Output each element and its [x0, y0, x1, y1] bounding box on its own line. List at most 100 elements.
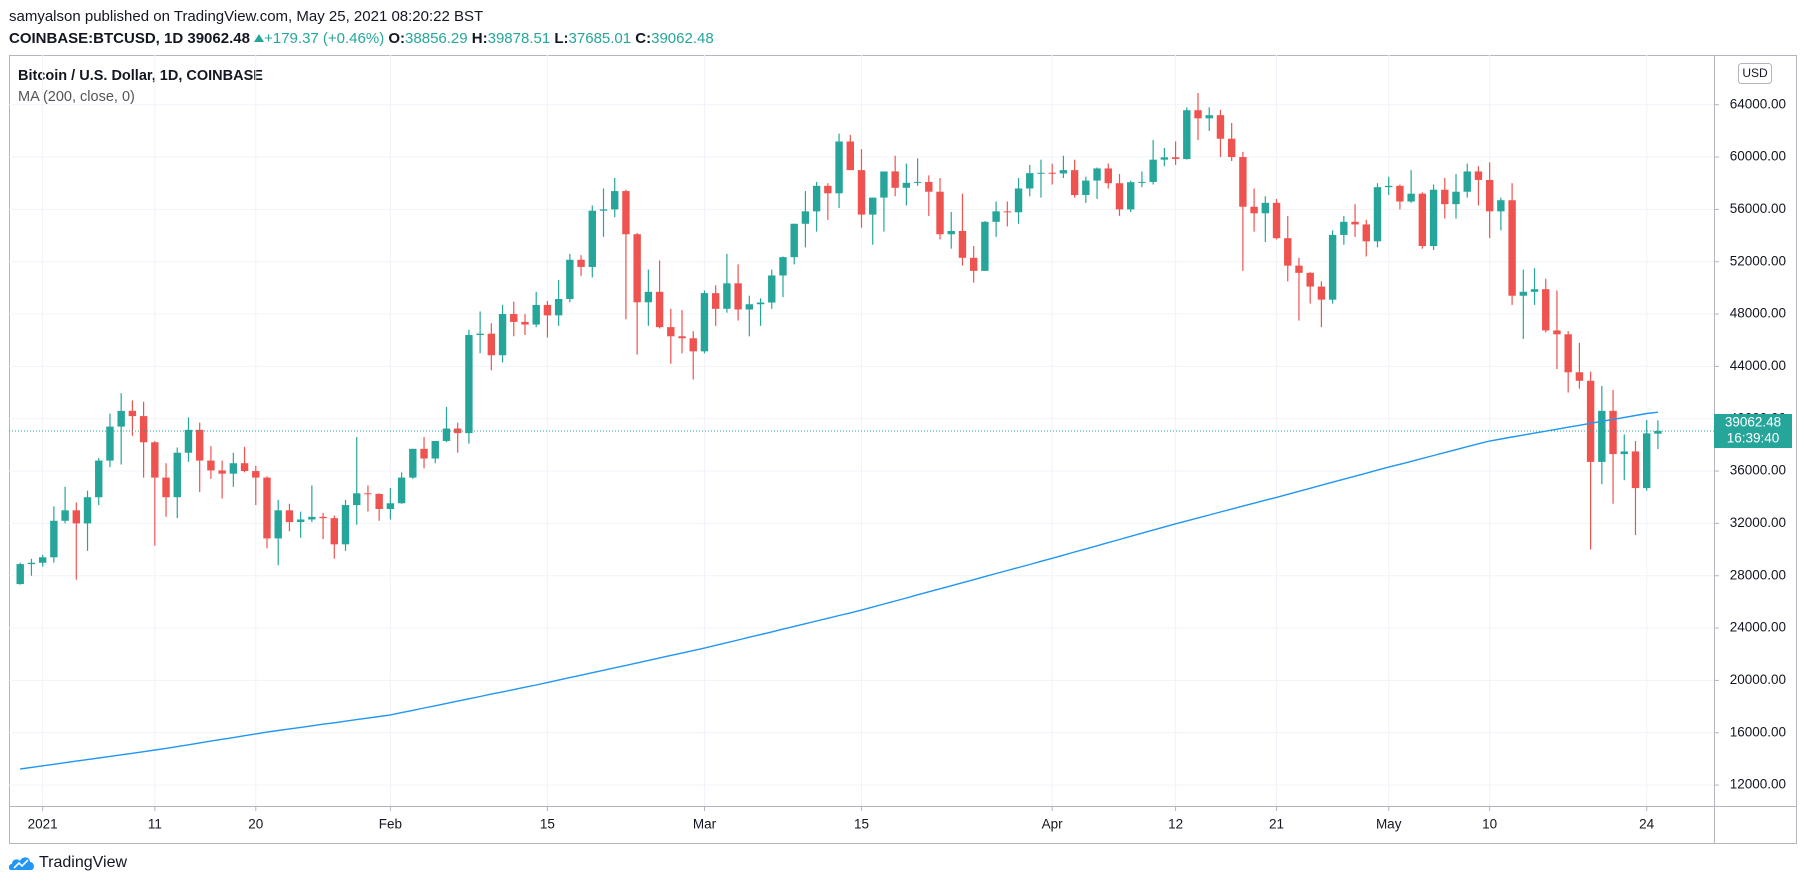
candle-body — [386, 503, 395, 510]
candle-body — [801, 211, 810, 224]
high-label: H: — [471, 30, 488, 47]
y-tick-label: 48000.00 — [1730, 306, 1786, 321]
candle-body — [274, 510, 282, 539]
candle-body — [1609, 410, 1617, 455]
candle-body — [1171, 157, 1180, 160]
x-tick-label: 12 — [1168, 817, 1183, 832]
candle-body — [1205, 115, 1213, 119]
y-tick-label: 32000.00 — [1730, 515, 1786, 530]
publish-line: samyalson published on TradingView.com, … — [9, 6, 714, 28]
candle-body — [790, 223, 798, 258]
candle-body — [1261, 202, 1270, 214]
candle-body — [330, 518, 338, 545]
candle-body — [925, 181, 933, 192]
candle-body — [521, 321, 529, 325]
low-label: L: — [554, 30, 569, 47]
close-label: C: — [635, 30, 652, 47]
candle-body — [1519, 291, 1528, 296]
candle-body — [319, 516, 327, 519]
candle-body — [1418, 193, 1427, 247]
candle-body — [139, 416, 148, 443]
x-tick-label: 20 — [248, 817, 263, 832]
candle-body — [252, 471, 260, 478]
candle-body — [1093, 168, 1101, 181]
open-value: 38856.29 — [405, 30, 468, 47]
candle-body — [1631, 451, 1640, 489]
candle-body — [420, 448, 428, 459]
candle-body — [61, 510, 69, 521]
y-tick-label: 28000.00 — [1730, 567, 1786, 582]
y-tick-label: 44000.00 — [1730, 358, 1786, 373]
candle-body — [902, 182, 911, 188]
candle-body — [1575, 372, 1584, 381]
candle-body — [1014, 188, 1023, 213]
x-tick-label: 15 — [540, 817, 555, 832]
x-tick-label: Mar — [693, 817, 717, 832]
candle-body — [1429, 189, 1438, 247]
candle-body — [1059, 170, 1068, 174]
candle-body — [1216, 115, 1225, 139]
candle-body — [1474, 171, 1483, 180]
candle-body — [723, 283, 731, 309]
candle-body — [465, 334, 473, 434]
candle-body — [117, 410, 125, 427]
candle-body — [812, 185, 821, 212]
candle-body — [1250, 206, 1258, 214]
x-tick-label: 24 — [1639, 817, 1655, 832]
candle-body — [476, 333, 484, 335]
candle-body — [1385, 185, 1393, 188]
candle-body — [207, 460, 215, 471]
candle-body — [364, 493, 372, 495]
candle-body — [498, 314, 507, 356]
candle-body — [711, 293, 720, 309]
candle-body — [745, 304, 754, 310]
candle-body — [1284, 238, 1292, 266]
y-tick-label: 24000.00 — [1730, 620, 1786, 635]
candle-body — [453, 428, 462, 434]
candle-body — [779, 257, 787, 276]
candle-body — [1115, 183, 1124, 210]
last-price: 39062.48 — [187, 30, 250, 47]
candle-body — [891, 171, 899, 188]
candle-body — [588, 210, 596, 267]
x-tick-label: 10 — [1482, 817, 1497, 832]
candle-body — [1048, 172, 1056, 174]
candle-body — [1306, 272, 1314, 287]
candle-body — [1328, 234, 1337, 300]
y-tick-label: 20000.00 — [1730, 672, 1786, 687]
candle-body — [1508, 200, 1516, 296]
low-value: 37685.01 — [568, 30, 632, 47]
header: samyalson published on TradingView.com, … — [9, 6, 714, 50]
candle-body — [644, 291, 653, 303]
frame — [9, 55, 1797, 844]
candle-body — [1530, 289, 1539, 292]
candle-body — [678, 336, 686, 339]
candle-body — [1138, 181, 1146, 183]
candle-body — [1564, 334, 1572, 373]
candle-body — [958, 230, 967, 258]
candle-body — [655, 291, 664, 328]
candle-body — [1037, 172, 1045, 174]
countdown: 16:39:40 — [1727, 431, 1780, 446]
candle-body — [734, 283, 742, 310]
currency: USD — [1742, 66, 1768, 80]
candle-body — [1183, 110, 1191, 160]
published: samyalson published on TradingView.com, … — [9, 8, 484, 25]
candle-body — [173, 452, 181, 498]
candle-body — [913, 181, 922, 183]
candle-body — [1149, 159, 1157, 182]
last-price-label: 39062.48 — [1725, 415, 1781, 430]
candle-body — [296, 519, 305, 523]
candle-body — [409, 448, 417, 478]
candle-body — [1070, 170, 1079, 195]
change: +179.37 (+0.46%) — [264, 30, 385, 47]
quote-line: COINBASE:BTCUSD, 1D 39062.48 +179.37 (+0… — [9, 28, 714, 50]
candle-body — [16, 564, 24, 585]
candle-body — [1654, 430, 1662, 434]
currency-box[interactable] — [1738, 63, 1772, 84]
y-tick-label: 52000.00 — [1730, 253, 1786, 268]
brand: TradingView — [39, 854, 128, 871]
candle-body — [308, 516, 316, 520]
candle-body — [857, 170, 866, 215]
